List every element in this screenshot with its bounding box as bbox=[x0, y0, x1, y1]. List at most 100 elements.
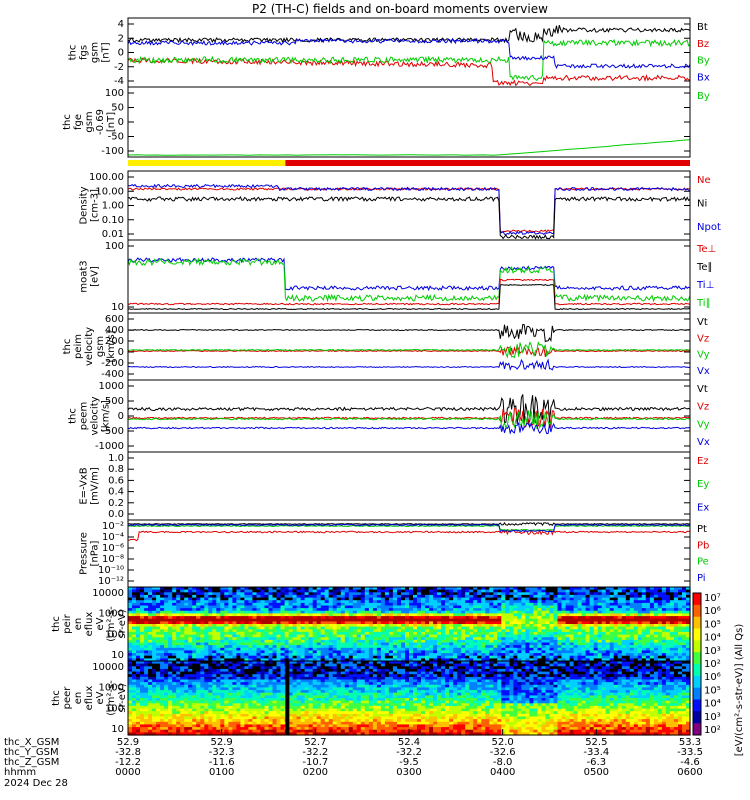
spectrogram-cell bbox=[441, 624, 446, 628]
spectrogram-cell bbox=[256, 634, 262, 638]
spectrogram-cell bbox=[501, 629, 506, 633]
spectrogram-cell bbox=[344, 658, 350, 662]
spectrogram-cell bbox=[485, 589, 490, 593]
spectrogram-cell bbox=[348, 597, 354, 601]
spectrogram-cell bbox=[320, 658, 326, 662]
spectrogram-cell bbox=[200, 658, 205, 662]
spectrogram-cell bbox=[356, 621, 362, 625]
spectrogram-cell bbox=[236, 629, 241, 633]
spectrogram-cell bbox=[228, 608, 233, 612]
spectrogram-cell bbox=[513, 653, 518, 657]
spectrogram-cell bbox=[417, 631, 422, 636]
spectrogram-cell bbox=[372, 613, 378, 617]
spectrogram-cell bbox=[533, 589, 538, 593]
spectrogram-cell bbox=[280, 608, 286, 612]
spectrogram-cell bbox=[260, 631, 266, 636]
spectrogram-cell bbox=[453, 592, 458, 596]
spectrogram-cell bbox=[497, 602, 502, 607]
spectrogram-cell bbox=[336, 616, 342, 620]
spectrogram-cell bbox=[276, 626, 282, 630]
spectrogram-cell bbox=[392, 621, 398, 625]
spectrogram-cell bbox=[280, 587, 286, 591]
spectrogram-cell bbox=[384, 613, 390, 617]
spectrogram-cell bbox=[168, 592, 173, 596]
spectrogram-cell bbox=[461, 616, 466, 620]
spectrogram-cell bbox=[144, 634, 149, 638]
spectrogram-cell bbox=[148, 600, 153, 604]
spectrogram-cell bbox=[489, 631, 494, 636]
spectrogram-cell bbox=[485, 616, 490, 620]
spectrogram-cell bbox=[340, 602, 346, 607]
spectrogram-cell bbox=[252, 639, 257, 644]
spectrogram-cell bbox=[405, 602, 410, 607]
spectrogram-cell bbox=[417, 610, 422, 614]
spectrogram-cell bbox=[417, 629, 422, 633]
spectrogram-cell bbox=[465, 645, 470, 649]
spectrogram-cell bbox=[284, 610, 290, 614]
spectrogram-cell bbox=[441, 645, 446, 649]
spectrogram-cell bbox=[521, 647, 526, 651]
spectrogram-cell bbox=[308, 626, 314, 630]
spectrogram-cell bbox=[216, 602, 221, 607]
spectrogram-cell bbox=[208, 637, 213, 641]
spectrogram-cell bbox=[232, 642, 237, 646]
spectrogram-cell bbox=[312, 653, 318, 657]
spectrogram-cell bbox=[380, 634, 386, 638]
spectrogram-cell bbox=[437, 653, 442, 657]
spectrogram-cell bbox=[368, 589, 374, 593]
spectrogram-cell bbox=[352, 650, 358, 654]
spectrogram-cell bbox=[140, 655, 145, 659]
spectrogram-cell bbox=[489, 624, 494, 628]
spectrogram-cell bbox=[417, 642, 422, 646]
spectrogram-cell bbox=[132, 645, 137, 649]
spectrogram-cell bbox=[433, 587, 438, 591]
spectrogram-cell bbox=[212, 655, 217, 659]
spectrogram-cell bbox=[360, 605, 366, 609]
spectrogram-cell bbox=[413, 637, 418, 641]
spectrogram-cell bbox=[184, 610, 189, 614]
spectrogram-cell bbox=[296, 634, 302, 638]
spectrogram-cell bbox=[421, 634, 426, 638]
spectrogram-cell bbox=[397, 616, 402, 620]
spectrogram-cell bbox=[344, 637, 350, 641]
spectrogram-cell bbox=[248, 613, 253, 617]
spectrogram-cell bbox=[160, 653, 165, 657]
spectrogram-cell bbox=[176, 653, 181, 657]
spectrogram-cell bbox=[220, 658, 225, 662]
spectrogram-cell bbox=[489, 621, 494, 625]
spectrogram-cell bbox=[364, 602, 370, 607]
spectrogram-cell bbox=[364, 616, 370, 620]
spectrogram-cell bbox=[521, 605, 526, 609]
spectrogram-cell bbox=[176, 624, 181, 628]
spectrogram-cell bbox=[457, 594, 462, 599]
spectrogram-cell bbox=[316, 610, 322, 614]
spectrogram-cell bbox=[344, 655, 350, 659]
spectrogram-cell bbox=[180, 624, 185, 628]
spectrogram-cell bbox=[340, 639, 346, 644]
spectrogram-cell bbox=[433, 618, 438, 622]
spectrogram-cell bbox=[276, 621, 282, 625]
spectrogram-cell bbox=[469, 610, 474, 614]
spectrogram-cell bbox=[172, 624, 177, 628]
spectrogram-cell bbox=[252, 647, 257, 651]
spectrogram-cell bbox=[136, 613, 141, 617]
spectrogram-cell bbox=[477, 621, 482, 625]
spectrogram-cell bbox=[336, 605, 342, 609]
spectrogram-cell bbox=[533, 592, 538, 596]
spectrogram-cell bbox=[148, 589, 153, 593]
spectrogram-cell bbox=[376, 618, 382, 622]
spectrogram-cell bbox=[168, 658, 173, 662]
spectrogram-cell bbox=[465, 589, 470, 593]
spectrogram-cell bbox=[405, 624, 410, 628]
legend-label: By bbox=[697, 91, 710, 102]
spectrogram-cell bbox=[340, 650, 346, 654]
spectrogram-cell bbox=[288, 602, 294, 607]
spectrogram-cell bbox=[272, 597, 278, 601]
spectrogram-cell bbox=[332, 637, 338, 641]
spectrogram-cell bbox=[144, 610, 149, 614]
spectrogram-cell bbox=[340, 597, 346, 601]
spectrogram-cell bbox=[405, 610, 410, 614]
spectrogram-cell bbox=[445, 626, 450, 630]
y-tick-label: 100 bbox=[105, 88, 124, 99]
spectrogram-cell bbox=[429, 624, 434, 628]
